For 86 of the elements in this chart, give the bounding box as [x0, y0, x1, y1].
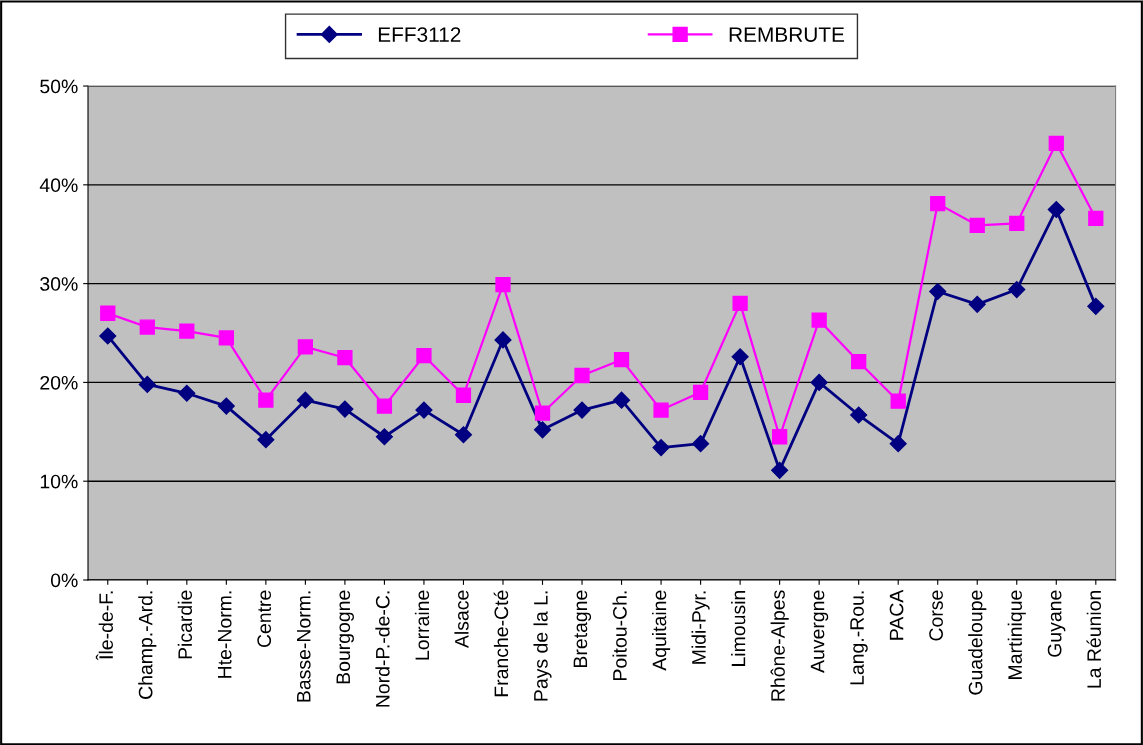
- point: [100, 305, 116, 321]
- point: [178, 384, 196, 402]
- point: [1087, 297, 1105, 315]
- x-tick-label: Hte-Norm.: [217, 591, 232, 678]
- point: [653, 402, 669, 418]
- point: [1048, 135, 1064, 151]
- point: [573, 401, 591, 419]
- x-tick-label: Poitou-Ch.: [612, 591, 627, 680]
- point: [375, 428, 393, 446]
- point: [99, 327, 117, 345]
- point: [890, 393, 906, 409]
- x-tick-label: Champ.-Ard.: [138, 591, 157, 699]
- point: [692, 435, 710, 453]
- point: [850, 406, 868, 424]
- point: [613, 352, 630, 368]
- x-tick-label: Nord-P.-de-C.: [375, 591, 390, 707]
- x-tick-label: Martinique: [1007, 590, 1026, 679]
- x-tick-label: Rhône-Alpes: [770, 590, 789, 701]
- x-tick-label: Guadeloupe: [968, 590, 987, 695]
- point: [929, 282, 947, 301]
- point: [336, 400, 354, 418]
- y-tick-label: 0%: [50, 573, 78, 588]
- point: [217, 397, 235, 415]
- point: [889, 435, 907, 453]
- x-tick-label: La Réunion: [1086, 590, 1102, 688]
- x-tick-label: Limousin: [731, 590, 746, 666]
- x-tick-label: Guyane: [1047, 590, 1066, 657]
- point: [534, 405, 551, 421]
- legend-label: REMBRUTE: [729, 27, 845, 42]
- y-tick-label: 20%: [40, 375, 78, 390]
- point: [851, 354, 867, 370]
- point: [1047, 200, 1065, 219]
- x-tick-label: Bourgogne: [336, 590, 354, 684]
- point: [612, 391, 631, 409]
- legend-label: EFF3112: [378, 27, 461, 42]
- y-tick-label: 30%: [40, 277, 78, 291]
- point: [218, 330, 234, 346]
- point: [455, 387, 472, 403]
- x-tick-label: PACA: [889, 589, 904, 640]
- x-tick-label: Alsace: [454, 590, 469, 649]
- x-tick-label: Picardie: [177, 590, 193, 659]
- point: [968, 295, 986, 313]
- point: [1088, 210, 1104, 227]
- point: [574, 367, 590, 384]
- point: [257, 431, 275, 449]
- point: [454, 426, 473, 444]
- point: [1009, 215, 1025, 232]
- x-tick-label: Midi-Pyr.: [691, 591, 710, 664]
- point: [258, 392, 274, 408]
- y-tick-label: 50%: [40, 79, 78, 94]
- x-tick-label: Aquitaine: [652, 590, 671, 671]
- x-tick-label: Basse-Norm.: [297, 591, 311, 702]
- point: [771, 429, 788, 445]
- point: [179, 323, 195, 339]
- point: [692, 384, 709, 400]
- point: [297, 339, 314, 355]
- point: [1008, 280, 1026, 299]
- point: [376, 398, 393, 414]
- y-tick-label: 10%: [40, 474, 78, 489]
- point: [415, 401, 433, 419]
- x-tick-label: Pays de la L.: [533, 591, 552, 701]
- x-tick-label: Auvergne: [810, 590, 829, 673]
- point: [495, 276, 511, 293]
- y-tick-label: 40%: [39, 178, 78, 193]
- point: [296, 391, 314, 409]
- point: [533, 421, 552, 439]
- point: [652, 439, 670, 457]
- point: [811, 312, 827, 328]
- point: [138, 375, 156, 393]
- x-tick-label: Lorraine: [414, 590, 430, 660]
- x-tick-label: Bretagne: [573, 590, 592, 668]
- point: [732, 295, 748, 312]
- x-tick-label: Franche-Cté: [493, 590, 509, 697]
- point: [969, 217, 985, 233]
- point: [139, 319, 155, 335]
- x-tick-label: Lang.-Rou.: [850, 591, 868, 685]
- point: [416, 348, 432, 364]
- point: [337, 350, 353, 366]
- x-tick-label: Centre: [257, 590, 272, 648]
- x-tick-label: Île-de-F.: [95, 591, 113, 661]
- point: [771, 461, 789, 479]
- point: [930, 195, 946, 212]
- point: [494, 331, 512, 349]
- point: [810, 373, 828, 391]
- x-tick-label: Corse: [929, 590, 943, 641]
- point: [731, 348, 749, 366]
